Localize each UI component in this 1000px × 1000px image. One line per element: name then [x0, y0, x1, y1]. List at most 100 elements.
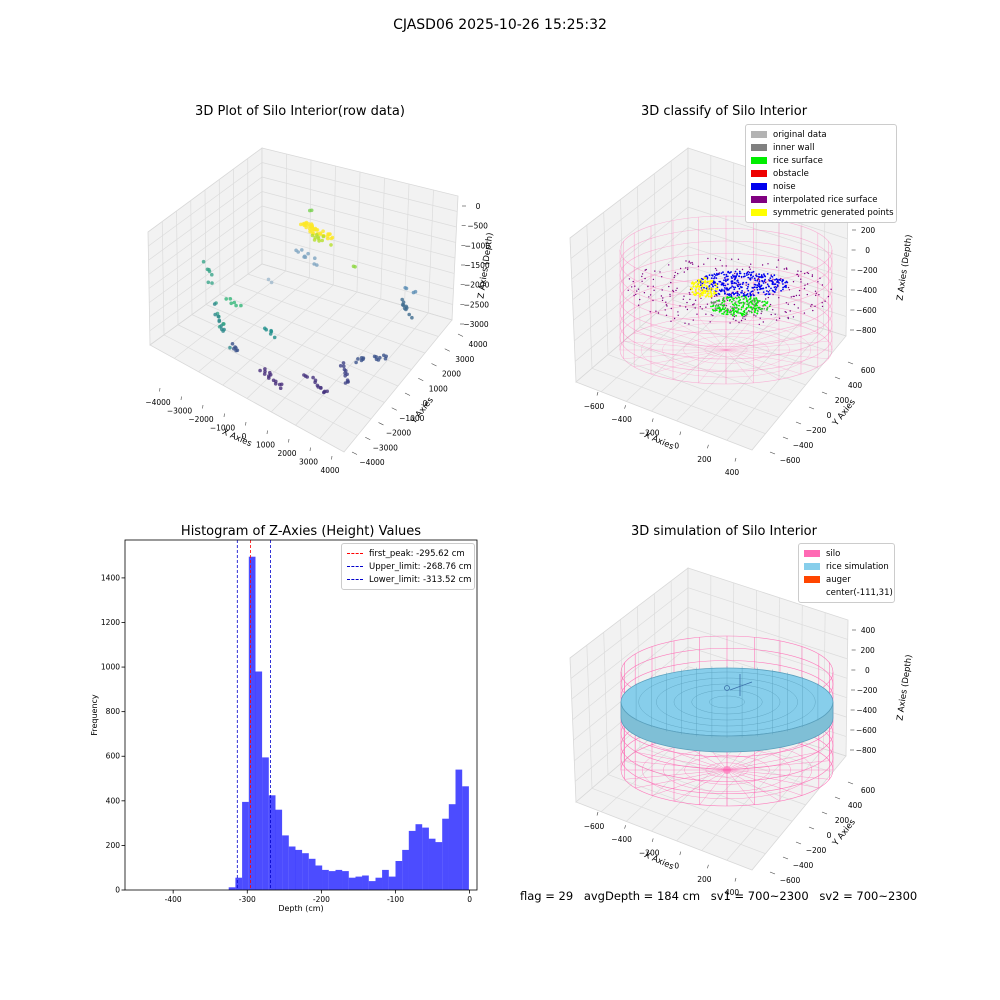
y-tick-label: 400 — [848, 381, 863, 390]
tick-mark — [808, 406, 815, 410]
data-point — [354, 360, 358, 365]
legend-swatch — [751, 170, 767, 177]
data-point — [741, 314, 744, 317]
data-point — [725, 304, 727, 307]
data-point — [785, 286, 787, 289]
data-point — [725, 265, 727, 267]
data-point — [739, 283, 742, 286]
data-point — [694, 288, 697, 291]
data-point — [691, 261, 693, 264]
data-point — [738, 287, 741, 290]
data-point — [788, 289, 791, 291]
data-point — [652, 299, 654, 302]
data-point — [724, 279, 727, 281]
data-point — [768, 285, 770, 288]
data-point — [687, 267, 689, 269]
data-point — [688, 260, 690, 262]
data-point — [733, 288, 736, 291]
z-tick-label: −600 — [856, 306, 877, 315]
data-point — [736, 292, 739, 295]
data-point — [707, 290, 710, 293]
data-point — [766, 301, 769, 303]
data-point — [700, 297, 702, 300]
data-point — [210, 281, 214, 285]
data-point — [229, 301, 233, 306]
data-point — [774, 288, 777, 290]
tick-mark — [847, 361, 854, 365]
data-point — [672, 289, 674, 292]
data-point — [269, 280, 274, 285]
data-point — [783, 285, 786, 288]
data-point — [712, 301, 715, 304]
data-point — [761, 280, 764, 283]
data-point — [770, 287, 772, 290]
data-point — [736, 290, 739, 293]
silo-wire — [698, 349, 727, 383]
data-point — [714, 287, 717, 290]
legend-swatch — [804, 576, 820, 583]
data-point — [775, 286, 778, 289]
data-point — [258, 368, 262, 373]
data-point — [764, 275, 767, 278]
data-point — [707, 287, 710, 290]
data-point — [782, 286, 784, 289]
data-point — [811, 275, 813, 278]
data-point — [737, 296, 740, 298]
z-tick-label: −600 — [856, 726, 877, 735]
legend-item: noise — [751, 180, 891, 193]
data-point — [676, 287, 678, 289]
x-tick-label: -200 — [313, 895, 330, 904]
data-point — [746, 311, 748, 314]
tick-mark — [834, 796, 841, 800]
data-point — [729, 306, 732, 308]
tick-mark — [769, 871, 776, 875]
silo-wire — [623, 349, 727, 360]
grid-line — [639, 746, 806, 806]
data-point — [328, 232, 332, 236]
silo-wire — [726, 744, 803, 771]
legend-label: center(-111,31) — [826, 587, 893, 598]
data-point — [748, 266, 751, 268]
data-point — [666, 305, 668, 307]
data-point — [783, 268, 785, 270]
data-point — [665, 301, 667, 303]
data-point — [726, 288, 729, 290]
grid-line — [603, 632, 609, 775]
data-point — [701, 294, 704, 297]
data-point — [207, 267, 211, 272]
data-point — [715, 285, 718, 288]
data-point — [730, 280, 733, 283]
data-point — [705, 313, 707, 315]
data-point — [745, 298, 748, 300]
tick-mark — [309, 447, 311, 452]
data-point — [643, 292, 646, 294]
data-point — [703, 263, 705, 265]
data-point — [674, 271, 676, 274]
silo-ring — [684, 755, 770, 785]
data-point — [737, 258, 740, 260]
legend-label: silo — [826, 548, 841, 559]
histogram-bar — [428, 838, 436, 890]
z-tick-label: −400 — [856, 706, 877, 715]
data-point — [359, 358, 364, 363]
data-point — [728, 272, 731, 274]
data-point — [745, 281, 748, 284]
tick-mark — [769, 451, 776, 455]
data-point — [767, 296, 769, 299]
tick-mark — [782, 436, 789, 440]
data-point — [219, 327, 224, 332]
data-point — [734, 276, 737, 279]
data-point — [754, 300, 756, 302]
data-point — [338, 364, 343, 368]
silo-wire — [699, 769, 728, 805]
grid-line — [570, 587, 689, 679]
data-point — [754, 303, 757, 305]
data-point — [716, 307, 718, 309]
data-point — [792, 316, 795, 318]
grid-line — [380, 177, 385, 300]
data-point — [690, 287, 692, 290]
data-point — [751, 286, 754, 289]
data-point — [720, 308, 722, 311]
data-point — [703, 289, 706, 292]
data-point — [685, 306, 687, 308]
